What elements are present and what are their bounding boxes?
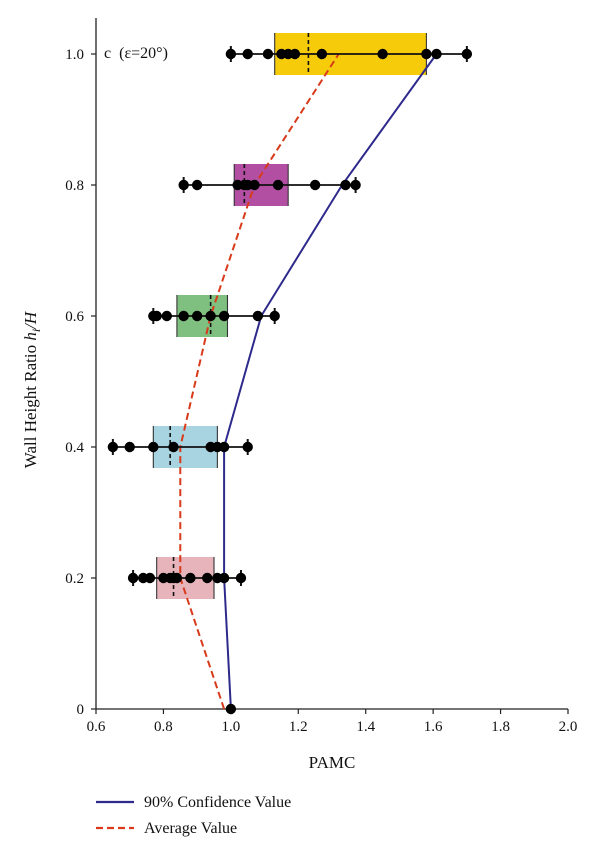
data-point: [269, 310, 280, 322]
panel-parameter: (ε=20°): [119, 45, 168, 62]
data-point: [461, 48, 473, 60]
x-axis-title: PAMC: [309, 753, 356, 772]
data-point: [161, 310, 172, 322]
curve-layer: [179, 53, 438, 710]
panel-label: c (ε=20°): [104, 45, 168, 62]
axes: 0.6 0.8 1.0 1.2 1.4 1.6 1.8 2.0 0 0.2 0.4 0.6 0.8 1.0: [65, 18, 577, 735]
y-tick-label: 0.6: [65, 309, 84, 325]
y-axis-title-sub: i: [29, 329, 43, 332]
y-tick-label: 1.0: [65, 47, 84, 63]
legend: 90% Confidence Value Average Value: [96, 794, 291, 837]
data-point: [431, 48, 442, 60]
data-point: [202, 572, 213, 584]
data-point: [171, 572, 183, 584]
data-point: [144, 572, 156, 584]
data-point: [218, 572, 230, 584]
y-tick-label: 0: [77, 702, 85, 718]
y-axis-title-tail: /H: [21, 310, 40, 330]
data-point: [148, 441, 159, 453]
data-point: [107, 441, 119, 453]
data-point: [421, 48, 432, 60]
x-tick-label: 0.8: [154, 719, 173, 735]
y-tick-label: 0.8: [65, 178, 84, 194]
data-point: [218, 441, 230, 453]
data-point: [178, 179, 189, 191]
x-tick-label: 1.2: [289, 719, 308, 735]
data-point: [252, 310, 264, 322]
y-axis-title-main: Wall Height Ratio: [21, 341, 40, 469]
data-point: [340, 179, 351, 191]
data-point: [124, 441, 135, 453]
data-point: [309, 179, 321, 191]
data-point: [178, 310, 189, 322]
data-point: [242, 48, 253, 60]
data-point: [262, 48, 274, 60]
data-point: [185, 572, 196, 584]
data-point: [316, 48, 328, 60]
y-axis-title-h: h: [21, 332, 40, 341]
data-point: [242, 441, 253, 453]
x-tick-label: 1.8: [491, 719, 510, 735]
x-tick-label: 1.0: [221, 719, 240, 735]
x-tick-label: 0.6: [87, 719, 106, 735]
data-point: [377, 48, 388, 60]
point-layer: [107, 48, 473, 715]
data-point: [127, 572, 139, 584]
legend-label-average: Average Value: [144, 820, 237, 837]
y-tick-label: 0.4: [65, 440, 84, 456]
data-point: [249, 179, 260, 191]
data-point: [191, 179, 203, 191]
data-point: [151, 310, 162, 322]
x-tick-label: 2.0: [559, 719, 578, 735]
panel-letter: c: [104, 45, 111, 62]
confidence-value-line: [223, 53, 438, 710]
data-point: [218, 310, 230, 322]
data-point: [168, 441, 179, 453]
x-tick-label: 1.6: [424, 719, 443, 735]
x-tick-label: 1.4: [356, 719, 375, 735]
data-point-origin: [225, 703, 237, 715]
data-point: [235, 572, 247, 584]
data-point: [350, 179, 361, 191]
data-point: [205, 310, 216, 322]
y-axis-title: Wall Height Ratio hi/H: [21, 310, 43, 468]
data-point: [289, 48, 301, 60]
average-value-line: [179, 53, 340, 710]
data-point: [191, 310, 203, 322]
y-tick-label: 0.2: [65, 571, 84, 587]
data-point: [225, 48, 237, 60]
data-point: [272, 179, 284, 191]
legend-label-confidence: 90% Confidence Value: [144, 794, 291, 811]
